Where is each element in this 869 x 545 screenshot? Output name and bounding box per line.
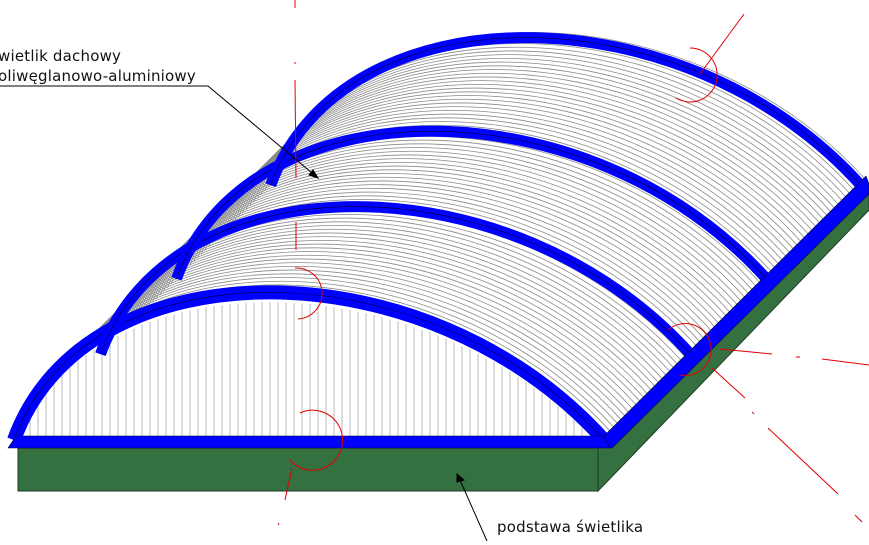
detail-circle-4 bbox=[667, 323, 712, 377]
front-sill bbox=[7, 435, 611, 449]
detail-circle-3 bbox=[289, 409, 344, 471]
front-gable-ribs bbox=[14, 292, 604, 445]
leader-lines bbox=[0, 85, 488, 542]
detail-markers bbox=[277, 0, 869, 526]
aluminium-frame bbox=[7, 32, 869, 449]
base-label: podstawa świetlika bbox=[497, 518, 644, 536]
skylight-label-line2: oliwęglanowo-aluminiowy bbox=[0, 67, 196, 85]
side-sill bbox=[603, 175, 869, 449]
detail-circle-1 bbox=[294, 267, 323, 320]
detail-circle-2 bbox=[675, 47, 718, 103]
front-gable bbox=[14, 292, 604, 440]
skylight-label-line1: wietlik dachowy bbox=[0, 47, 122, 65]
